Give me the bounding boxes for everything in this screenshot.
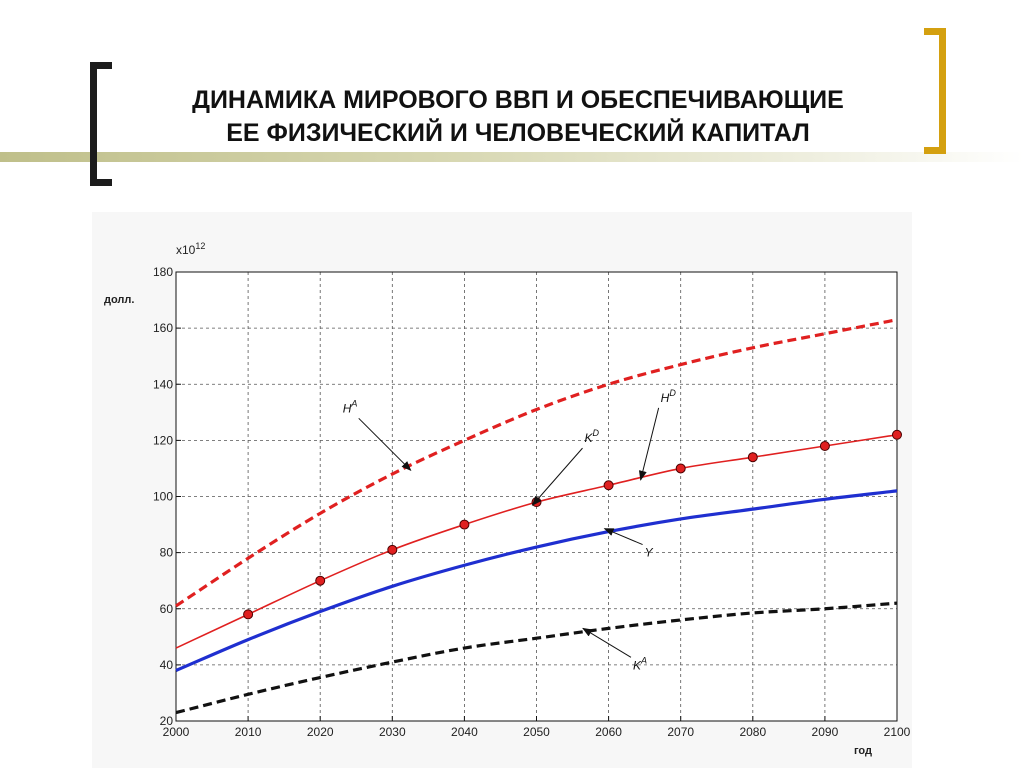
y-tick-label: 100 <box>153 490 173 504</box>
curve-label: KA <box>633 655 647 672</box>
y-tick-label: 60 <box>160 602 174 616</box>
curve-label: KD <box>585 428 600 445</box>
x-tick-label: 2040 <box>451 725 478 739</box>
slide-title-line-2: ЕЕ ФИЗИЧЕСКИЙ И ЧЕЛОВЕЧЕСКИЙ КАПИТАЛ <box>226 119 810 147</box>
data-point-marker <box>603 480 614 491</box>
data-point-marker <box>819 440 830 451</box>
curve-label: HA <box>343 398 358 415</box>
x-tick-label: 2060 <box>595 725 622 739</box>
slide-title: ДИНАМИКА МИРОВОГО ВВП И ОБЕСПЕЧИВАЮЩИЕ Е… <box>118 84 918 150</box>
x-tick-label: 2080 <box>739 725 766 739</box>
x-tick-label: 2050 <box>523 725 550 739</box>
x-tick-label: 2100 <box>884 725 911 739</box>
x-tick-label: 2020 <box>307 725 334 739</box>
curve-label: HD <box>661 388 677 405</box>
slide-title-line-1: ДИНАМИКА МИРОВОГО ВВП И ОБЕСПЕЧИВАЮЩИЕ <box>192 86 844 114</box>
chart-tick-labels: 2000 2010 2020 2030 2040 2050 2060 2070 2080 2090… <box>153 265 911 739</box>
data-point-marker <box>315 575 326 586</box>
annotation-arrow <box>582 627 632 658</box>
title-accent-bar <box>0 152 1024 162</box>
x-tick-label: 2070 <box>667 725 694 739</box>
data-point-marker <box>675 463 686 474</box>
data-point-marker <box>747 452 758 463</box>
right-bracket-decoration <box>924 28 946 154</box>
data-point-marker <box>387 544 398 555</box>
y-tick-label: 140 <box>153 377 173 391</box>
data-point-marker <box>892 429 902 440</box>
y-tick-label: 20 <box>160 714 174 728</box>
series-line-2 <box>175 489 898 672</box>
y-axis-label: долл. <box>104 294 134 306</box>
plot-background <box>92 212 912 768</box>
y-tick-label: 180 <box>153 265 173 279</box>
annotation-arrow <box>638 407 660 481</box>
y-tick-label: 120 <box>153 433 173 447</box>
x-tick-label: 2010 <box>235 725 262 739</box>
x-axis-label: год <box>854 745 872 757</box>
left-bracket-decoration <box>90 62 112 186</box>
data-point-marker <box>459 519 470 530</box>
series-line-3 <box>175 601 898 715</box>
y-tick-label: 40 <box>160 658 174 672</box>
y-scale-note: x1012 <box>176 241 205 257</box>
data-point-marker <box>531 497 542 508</box>
chart-annotations: HA KD HD Y KA <box>343 388 677 672</box>
annotation-arrow <box>358 417 412 472</box>
series-line-0 <box>175 318 898 608</box>
x-tick-label: 2000 <box>163 725 190 739</box>
chart-grid <box>176 272 897 721</box>
curve-label: Y <box>645 546 654 560</box>
x-tick-label: 2090 <box>812 725 839 739</box>
y-tick-label: 80 <box>160 546 174 560</box>
x-tick-label: 2030 <box>379 725 406 739</box>
y-tick-label: 160 <box>153 321 173 335</box>
annotation-arrow <box>603 528 643 546</box>
annotation-arrow <box>531 447 583 506</box>
data-point-marker <box>243 609 254 620</box>
